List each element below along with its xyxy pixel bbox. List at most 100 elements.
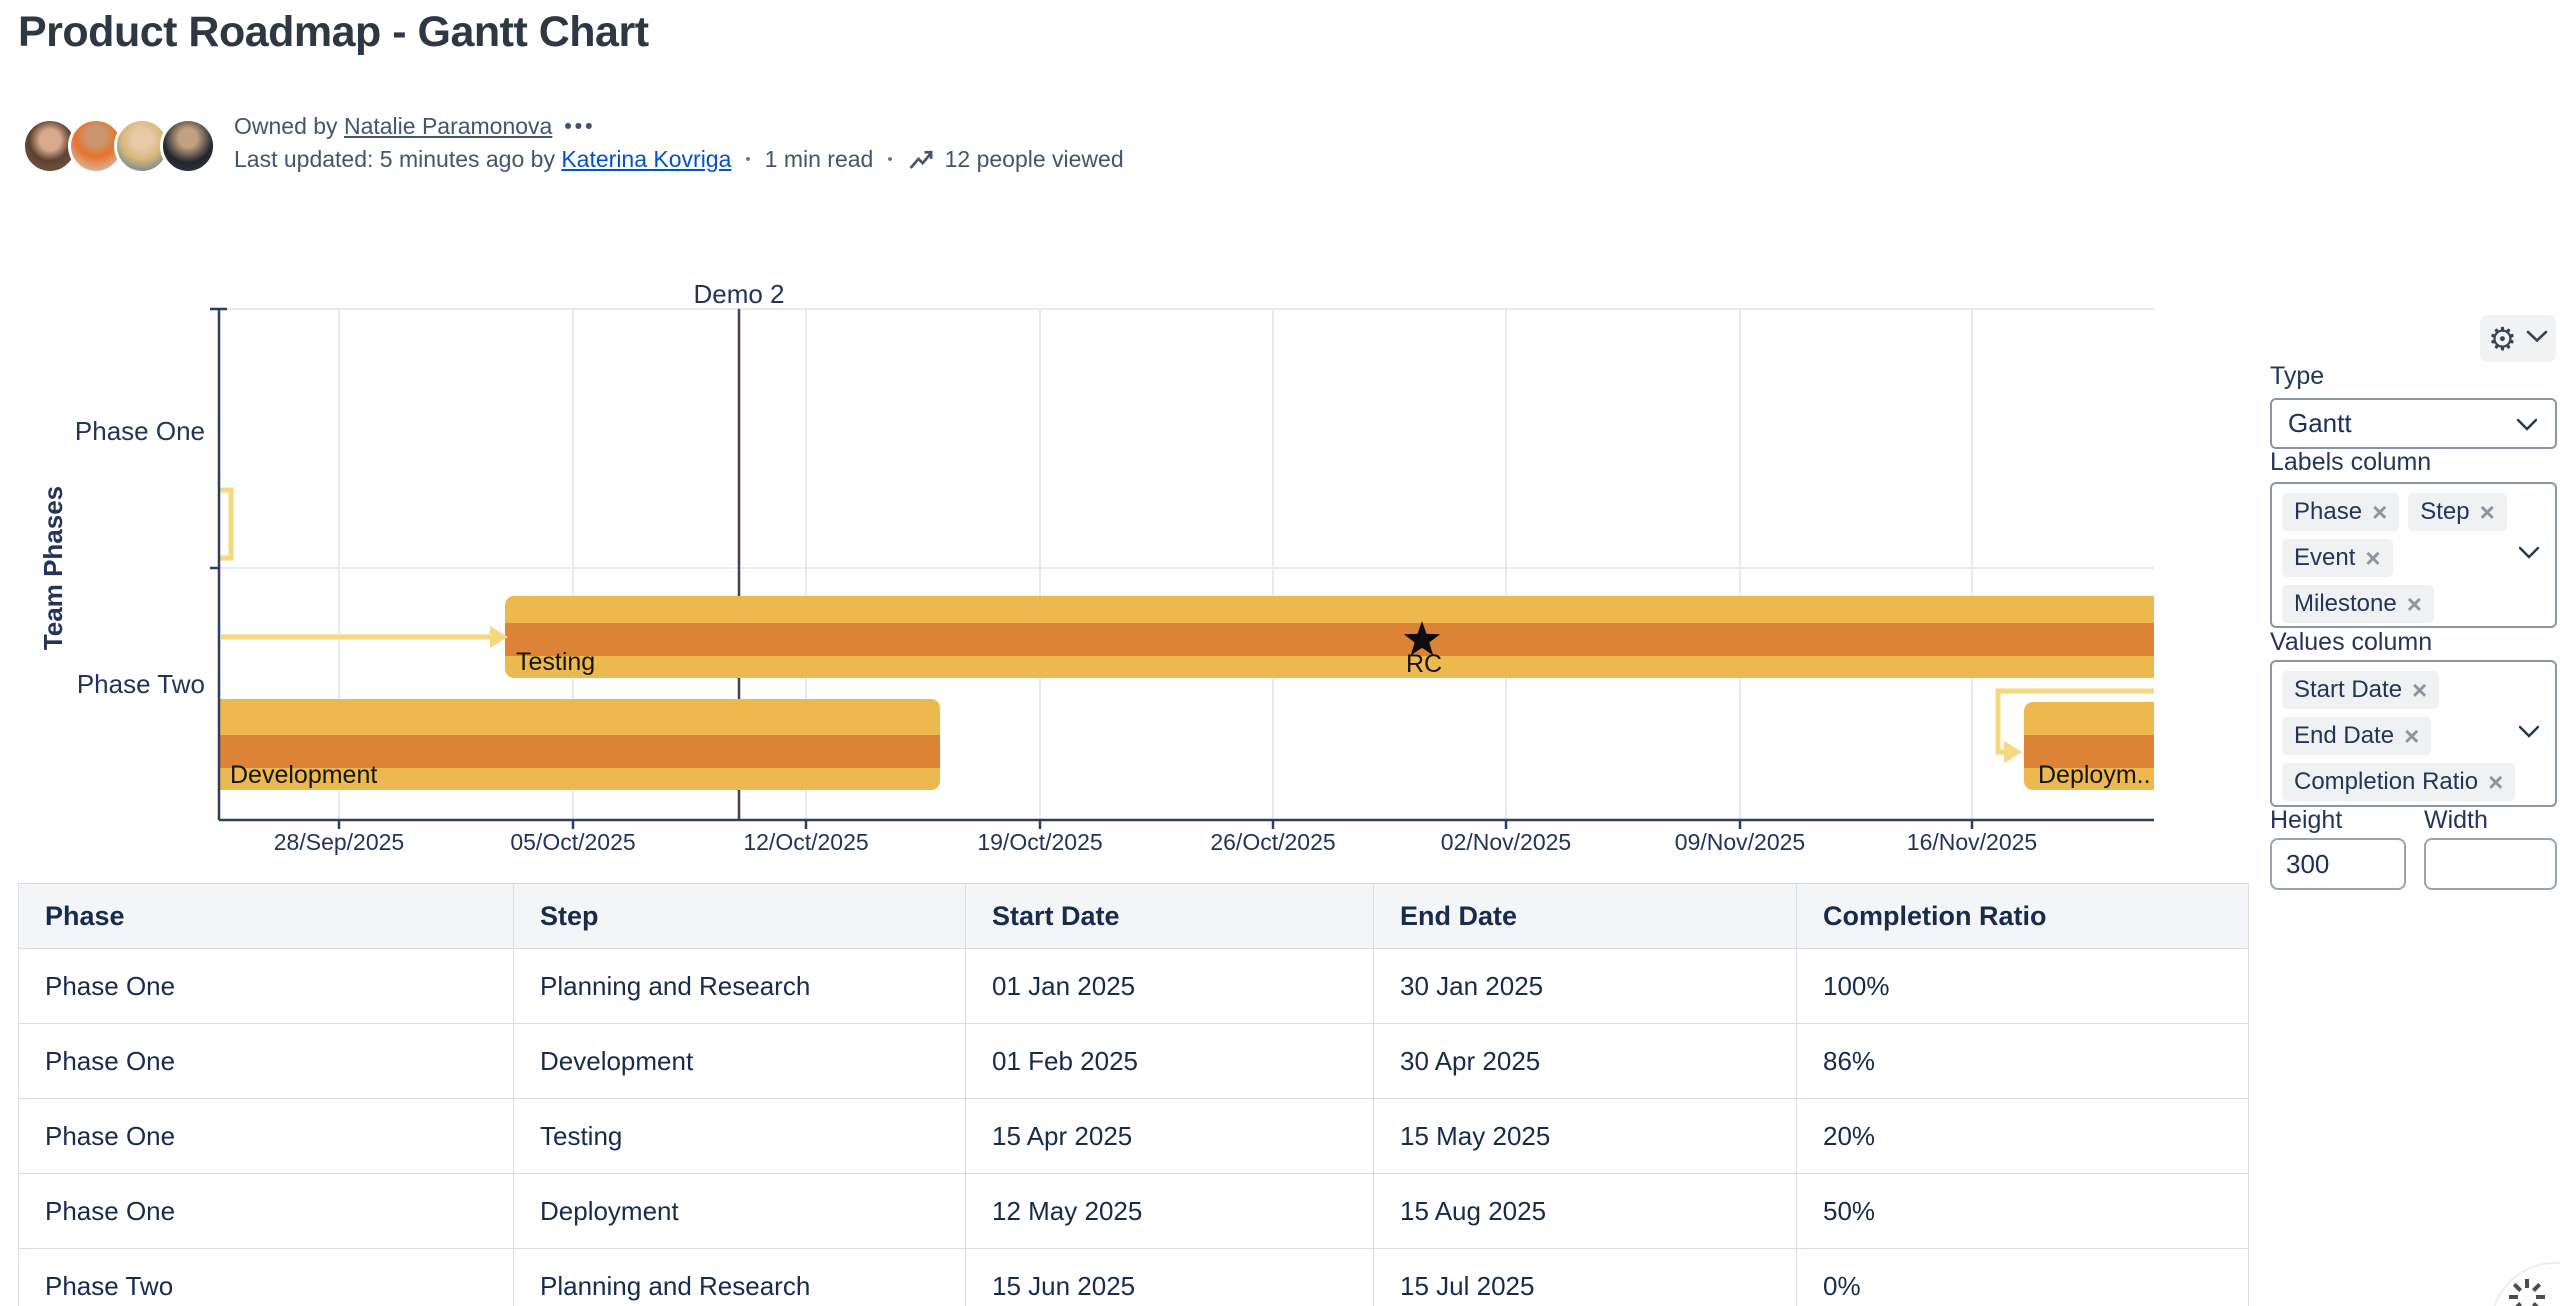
cell: 15 Aug 2025	[1373, 1173, 1797, 1249]
spinner-icon	[2506, 1276, 2548, 1306]
bar-label-testing: Testing	[516, 648, 595, 676]
col-header-completion-ratio: Completion Ratio	[1796, 883, 2249, 949]
remove-tag-icon[interactable]: ×	[2412, 675, 2428, 705]
updated-by-link[interactable]: Katerina Kovriga	[561, 146, 732, 172]
type-select-value: Gantt	[2288, 408, 2352, 438]
owner-link[interactable]: Natalie Paramonova	[343, 113, 553, 139]
gantt-bar-deployment-progress	[2024, 735, 2154, 768]
avatar[interactable]	[160, 118, 216, 174]
tag-milestone[interactable]: Milestone ×	[2282, 585, 2434, 623]
last-updated-label: Last updated: 5 minutes ago by	[234, 146, 555, 172]
bar-label-deployment: Deploym..	[2038, 761, 2151, 789]
tag-label: End Date	[2294, 722, 2395, 749]
col-header-phase: Phase	[18, 883, 514, 949]
views-count[interactable]: 12 people viewed	[944, 146, 1124, 172]
tag-step[interactable]: Step ×	[2408, 493, 2507, 531]
x-tick-label: 09/Nov/2025	[1675, 829, 1805, 855]
chart-settings-button[interactable]: ⚙	[2480, 315, 2556, 362]
values-column-select[interactable]: Start Date × End Date × Completion Ratio ×	[2270, 660, 2557, 807]
cell: 01 Jan 2025	[965, 948, 1374, 1024]
tag-label: Start Date	[2294, 676, 2403, 703]
labels-column-label: Labels column	[2270, 448, 2432, 476]
cell: Planning and Research	[513, 1248, 966, 1306]
axes	[210, 307, 2154, 829]
tag-event[interactable]: Event ×	[2282, 539, 2393, 577]
values-column-label: Values column	[2270, 628, 2433, 656]
updated-line: Last updated: 5 minutes ago by Katerina …	[234, 143, 1124, 176]
tag-label: Event	[2294, 544, 2356, 571]
gantt-chart: Demo 2	[0, 270, 2200, 870]
chevron-down-icon	[2515, 408, 2539, 439]
width-label: Width	[2424, 806, 2488, 834]
cell: 15 Apr 2025	[965, 1098, 1374, 1174]
read-time: 1 min read	[764, 146, 874, 172]
cell: Deployment	[513, 1173, 966, 1249]
cell: Testing	[513, 1098, 966, 1174]
remove-tag-icon[interactable]: ×	[2406, 589, 2422, 619]
x-axis-labels: 28/Sep/2025 05/Oct/2025 12/Oct/2025 19/O…	[274, 829, 2037, 855]
cell: Phase One	[18, 948, 514, 1024]
chevron-down-icon	[2517, 545, 2541, 565]
cell: Phase Two	[18, 1248, 514, 1306]
gear-icon: ⚙	[2488, 320, 2517, 357]
remove-tag-icon[interactable]: ×	[2479, 497, 2495, 527]
width-input[interactable]	[2424, 838, 2557, 890]
dependency-arrowhead	[2004, 741, 2022, 763]
row-label-phase-one: Phase One	[75, 416, 205, 446]
tag-phase[interactable]: Phase ×	[2282, 493, 2400, 531]
source-data-table: Phase Step Start Date End Date Completio…	[18, 883, 2249, 1306]
cell: 50%	[1796, 1173, 2249, 1249]
tag-completion-ratio[interactable]: Completion Ratio ×	[2282, 763, 2516, 801]
remove-tag-icon[interactable]: ×	[2372, 497, 2388, 527]
x-tick-label: 26/Oct/2025	[1210, 829, 1335, 855]
cell: 30 Apr 2025	[1373, 1023, 1797, 1099]
bar-label-development: Development	[230, 761, 377, 789]
row-label-phase-two: Phase Two	[77, 669, 205, 699]
milestone-label: RC	[1406, 650, 1442, 678]
tag-label: Completion Ratio	[2294, 768, 2479, 795]
col-header-end-date: End Date	[1373, 883, 1797, 949]
cell: 15 Jun 2025	[965, 1248, 1374, 1306]
labels-column-select[interactable]: Phase × Step × Event × Milestone ×	[2270, 482, 2557, 628]
height-input[interactable]	[2270, 838, 2406, 890]
cell: 12 May 2025	[965, 1173, 1374, 1249]
cell: 15 Jul 2025	[1373, 1248, 1797, 1306]
remove-tag-icon[interactable]: ×	[2404, 721, 2420, 751]
chevron-down-icon	[2526, 329, 2548, 348]
height-label: Height	[2270, 806, 2343, 834]
tag-label: Phase	[2294, 498, 2363, 525]
x-tick-label: 02/Nov/2025	[1441, 829, 1571, 855]
milestone-star-icon	[1403, 621, 1441, 656]
cell: Phase One	[18, 1173, 514, 1249]
cell: 86%	[1796, 1023, 2249, 1099]
page-title: Product Roadmap - Gantt Chart	[18, 8, 649, 56]
x-tick-label: 19/Oct/2025	[977, 829, 1102, 855]
y-axis-label: Team Phases	[38, 486, 68, 650]
table-row: Phase Two Planning and Research 15 Jun 2…	[18, 1248, 2249, 1306]
more-options-button[interactable]: •••	[564, 114, 596, 138]
remove-tag-icon[interactable]: ×	[2488, 767, 2504, 797]
tag-end-date[interactable]: End Date ×	[2282, 717, 2432, 755]
col-header-start-date: Start Date	[965, 883, 1374, 949]
dot-separator: •	[887, 151, 893, 168]
dependency-connectors	[219, 487, 2154, 755]
table-row: Phase One Deployment 12 May 2025 15 Aug …	[18, 1173, 2249, 1249]
owned-by-label: Owned by	[234, 113, 338, 139]
x-tick-label: 28/Sep/2025	[274, 829, 404, 855]
x-tick-label: 16/Nov/2025	[1907, 829, 2037, 855]
tag-label: Milestone	[2294, 590, 2397, 617]
tag-start-date[interactable]: Start Date ×	[2282, 671, 2440, 709]
dependency-arrowhead	[490, 626, 508, 648]
cell: 01 Feb 2025	[965, 1023, 1374, 1099]
remove-tag-icon[interactable]: ×	[2365, 543, 2381, 573]
owner-line: Owned by Natalie Paramonova •••	[234, 110, 1124, 143]
table-row: Phase One Testing 15 Apr 2025 15 May 202…	[18, 1098, 2249, 1174]
gantt-bar-testing-progress	[505, 623, 2154, 656]
gantt-bar-development-progress	[219, 735, 940, 768]
type-label: Type	[2270, 362, 2325, 390]
tag-label: Step	[2420, 498, 2470, 525]
cell: 15 May 2025	[1373, 1098, 1797, 1174]
type-select[interactable]: Gantt	[2270, 398, 2557, 449]
col-header-step: Step	[513, 883, 966, 949]
